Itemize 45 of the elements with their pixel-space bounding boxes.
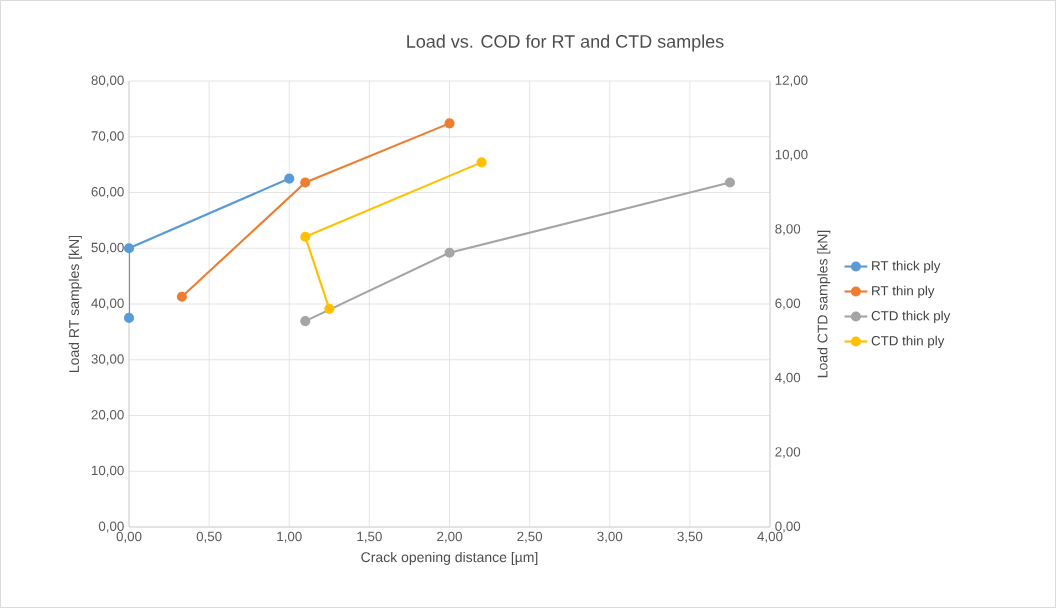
point <box>176 291 187 302</box>
x-tick-label: 2,00 <box>437 531 462 543</box>
y-tick-label: 60,00 <box>91 187 124 199</box>
point <box>724 177 736 188</box>
y2-axis-title: Load CTD samples [kN] <box>817 230 831 378</box>
y-tick-label: 0,00 <box>98 521 124 533</box>
y-tick-label: 70,00 <box>91 131 124 143</box>
y2-tick-label: 6,00 <box>775 298 801 310</box>
y2-tick-label: 4,00 <box>775 372 801 384</box>
point <box>300 231 311 242</box>
chart-title: Load vs. COD for RT and CTD samples <box>407 34 724 52</box>
y-tick-label: 80,00 <box>91 75 124 87</box>
point <box>444 118 455 129</box>
y2-tick-label: 10,00 <box>775 149 808 161</box>
x-tick-label: 0,00 <box>116 531 142 543</box>
point <box>300 316 311 327</box>
point <box>324 303 335 314</box>
point <box>444 247 455 258</box>
y-tick-label: 10,00 <box>91 465 124 477</box>
y-tick-label: 50,00 <box>91 242 124 254</box>
y-tick-label: 40,00 <box>91 298 124 310</box>
legend-label: RT thick ply <box>872 260 941 274</box>
y-tick-label: 20,00 <box>91 410 124 422</box>
legend-label: CTD thin ply <box>871 335 945 349</box>
y2-tick-label: 2,00 <box>775 447 801 459</box>
x-tick-label: 1,00 <box>277 531 302 543</box>
point <box>123 312 135 324</box>
y2-tick-label: 8,00 <box>775 224 801 236</box>
x-tick-label: 3,00 <box>597 531 623 543</box>
x-tick-label: 4,00 <box>757 531 783 543</box>
y-axis-title: Load RT samples [kN] <box>68 235 82 372</box>
x-tick-label: 3,50 <box>677 531 703 543</box>
y-tick-label: 30,00 <box>91 354 124 366</box>
point <box>476 157 487 168</box>
legend-label: RT thin ply <box>872 285 935 299</box>
x-tick-label: 2,50 <box>517 531 543 543</box>
point <box>300 177 311 188</box>
legend-label: CTD thick ply <box>871 310 951 324</box>
point <box>284 173 295 184</box>
x-tick-label: 0,50 <box>196 531 222 543</box>
x-axis-title: Crack opening distance [µm] <box>361 551 538 565</box>
y2-tick-label: 12,00 <box>775 75 808 87</box>
point <box>123 243 135 254</box>
x-tick-label: 1,50 <box>357 531 382 543</box>
y2-tick-label: 0,00 <box>775 521 801 533</box>
